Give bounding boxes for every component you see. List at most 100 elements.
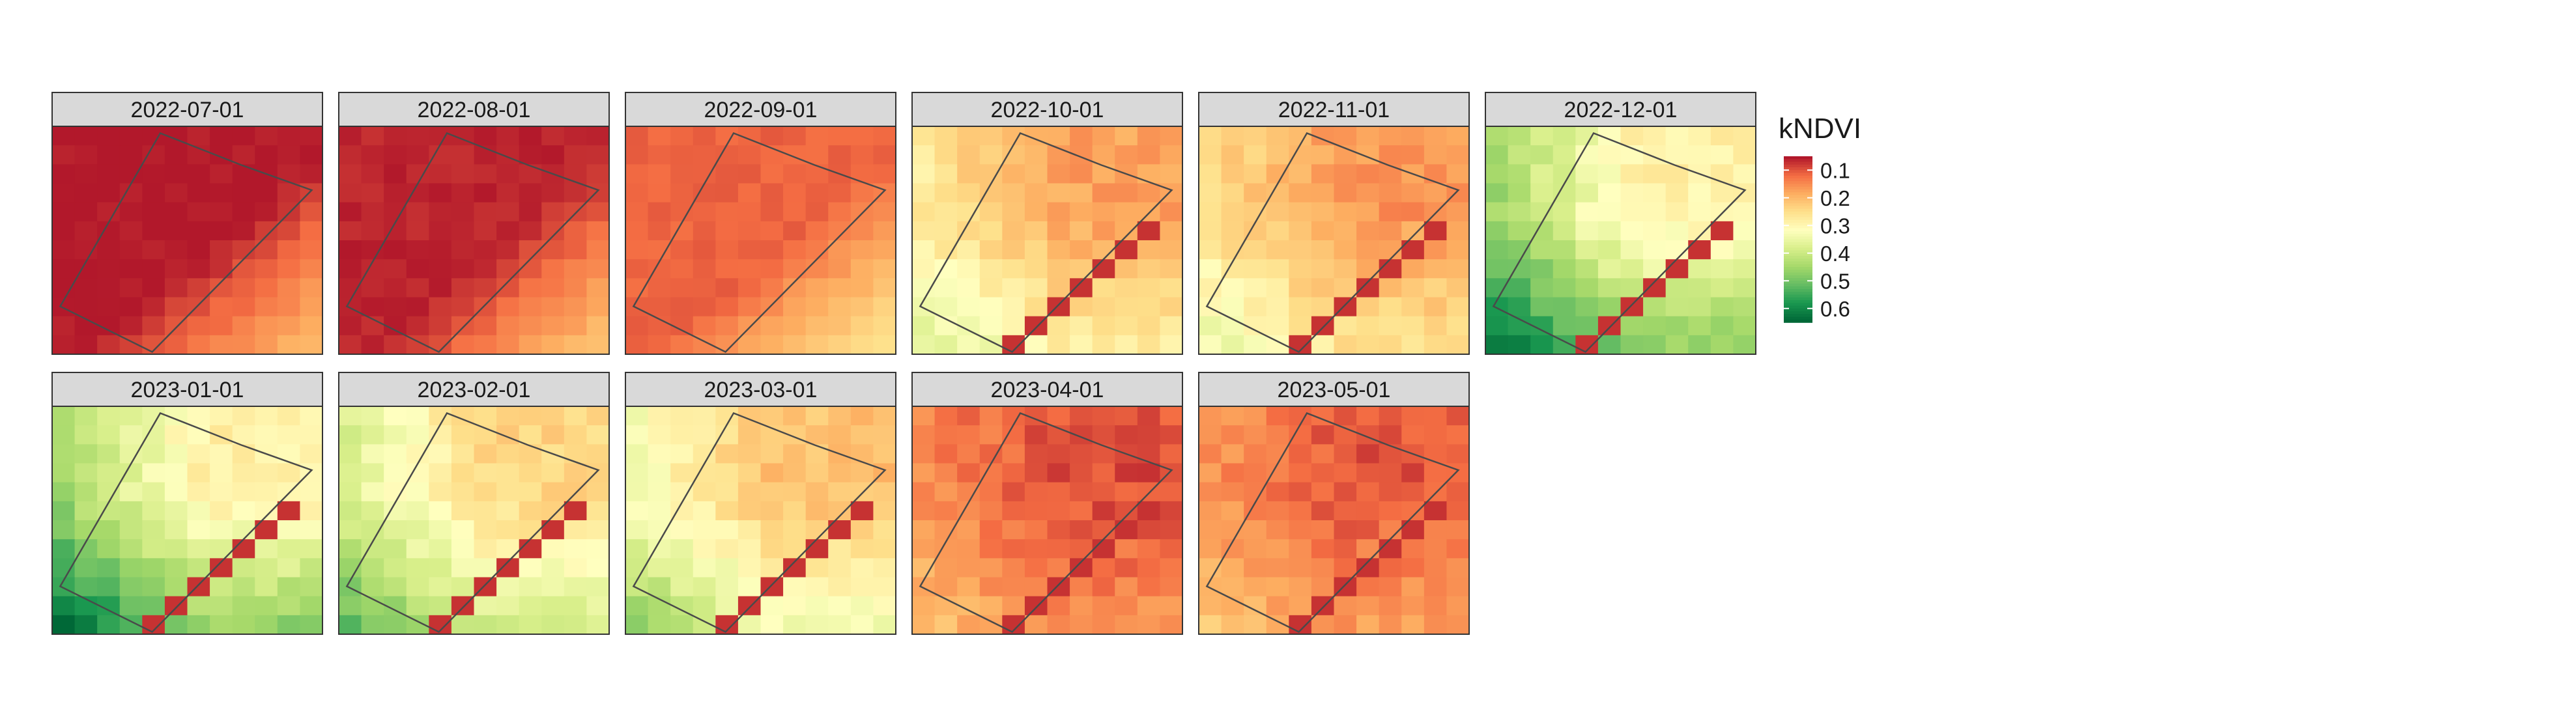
- heatmap-cell: [119, 297, 143, 317]
- heatmap-cell: [715, 221, 739, 241]
- facet-map: [1485, 126, 1756, 355]
- heatmap-cell: [1643, 221, 1667, 241]
- heatmap-cell: [1199, 145, 1222, 165]
- heatmap-cell: [1356, 539, 1380, 559]
- heatmap-cell: [277, 126, 301, 146]
- heatmap-cell: [97, 482, 121, 502]
- heatmap-cell: [1160, 520, 1183, 540]
- heatmap-cell: [1356, 501, 1380, 521]
- heatmap-cell: [828, 425, 852, 445]
- panel-border: [911, 406, 1183, 635]
- heatmap-cell: [1160, 221, 1183, 241]
- heatmap-cell: [451, 259, 475, 279]
- legend-color-step: [1784, 247, 1812, 251]
- heatmap-cell: [828, 406, 852, 426]
- legend-color-step: [1784, 203, 1812, 207]
- heatmap-cell: [1221, 615, 1244, 635]
- heatmap-cell: [1485, 335, 1509, 355]
- facet-strip-label: 2022-08-01: [418, 98, 531, 122]
- legend-color-step: [1784, 189, 1812, 193]
- heatmap-cell: [1047, 406, 1070, 426]
- heatmap-cell: [519, 577, 542, 597]
- heatmap-cell: [1115, 501, 1138, 521]
- legend-color-step: [1784, 217, 1812, 221]
- heatmap-cell: [119, 558, 143, 578]
- heatmap-cell: [541, 425, 565, 445]
- heatmap-cell: [1289, 615, 1312, 635]
- heatmap-cell: [1688, 145, 1711, 165]
- heatmap-cell: [300, 615, 323, 635]
- heatmap-cell: [142, 221, 165, 241]
- heatmap-cell: [277, 520, 301, 540]
- heatmap-cell: [715, 145, 739, 165]
- heatmap-cell: [1266, 463, 1289, 483]
- heatmap-cell: [1289, 596, 1312, 616]
- heatmap-cell: [828, 558, 852, 578]
- heatmap-cell: [1115, 596, 1138, 616]
- heatmap-cell: [1221, 221, 1244, 241]
- heatmap-cell: [957, 240, 980, 260]
- heatmap-cell: [1160, 577, 1183, 597]
- heatmap-cell: [1446, 297, 1470, 317]
- heatmap-cell: [715, 425, 739, 445]
- heatmap-cell: [1688, 259, 1711, 279]
- heatmap-cell: [384, 145, 407, 165]
- heatmap-cell: [1115, 463, 1138, 483]
- heatmap-cell: [1002, 520, 1025, 540]
- heatmap-cell: [1665, 316, 1689, 336]
- heatmap-cell: [1199, 425, 1222, 445]
- heatmap-cell: [300, 596, 323, 616]
- heatmap-cell: [979, 558, 1003, 578]
- heatmap-cell: [255, 539, 278, 559]
- heatmap-cell: [429, 145, 452, 165]
- heatmap-cell: [232, 297, 255, 317]
- heatmap-cell: [232, 501, 255, 521]
- heatmap-cell: [451, 425, 475, 445]
- facet-panel: 2022-08-01: [338, 92, 610, 355]
- heatmap-cell: [1221, 425, 1244, 445]
- heatmap-cell: [912, 482, 936, 502]
- heatmap-cell: [1047, 164, 1070, 184]
- heatmap-cell: [519, 425, 542, 445]
- heatmap-cell: [760, 596, 784, 616]
- heatmap-cell: [1266, 316, 1289, 336]
- heatmap-cell: [1070, 577, 1093, 597]
- heatmap-cell: [187, 520, 210, 540]
- facet-strip-label: 2023-04-01: [991, 378, 1104, 402]
- heatmap-cell: [384, 615, 407, 635]
- heatmap-cell: [1485, 259, 1509, 279]
- heatmap-cell: [912, 126, 936, 146]
- heatmap-cell: [97, 335, 121, 355]
- heatmap-cell: [255, 316, 278, 336]
- heatmap-cell: [828, 202, 852, 222]
- legend-color-step: [1784, 186, 1812, 190]
- heatmap-cell: [1334, 183, 1357, 203]
- heatmap-cell: [1047, 520, 1070, 540]
- heatmap-cell: [232, 126, 255, 146]
- heatmap-cell: [957, 539, 980, 559]
- heatmap-cell: [783, 164, 807, 184]
- heatmap-cell: [805, 259, 829, 279]
- heatmap-cell: [1620, 202, 1644, 222]
- heatmap-cell: [277, 444, 301, 464]
- heatmap-cell: [361, 240, 384, 260]
- heatmap-cell: [715, 520, 739, 540]
- heatmap-cell: [1446, 520, 1470, 540]
- heatmap-cell: [957, 520, 980, 540]
- heatmap-cell: [97, 145, 121, 165]
- heatmap-cell: [1379, 183, 1402, 203]
- heatmap-cell: [496, 463, 520, 483]
- heatmap-cell: [52, 596, 76, 616]
- heatmap-cell: [1311, 463, 1335, 483]
- facet-strip-label: 2022-11-01: [1278, 98, 1390, 122]
- heatmap-cell: [406, 406, 429, 426]
- heatmap-cell: [1334, 444, 1357, 464]
- heatmap-cell: [1002, 425, 1025, 445]
- heatmap-cell: [934, 335, 958, 355]
- heatmap-cell: [384, 221, 407, 241]
- heatmap-cell: [586, 615, 610, 635]
- panel-border: [338, 126, 610, 355]
- facet-strip: [625, 92, 896, 127]
- heatmap-cell: [277, 335, 301, 355]
- heatmap-cell: [255, 425, 278, 445]
